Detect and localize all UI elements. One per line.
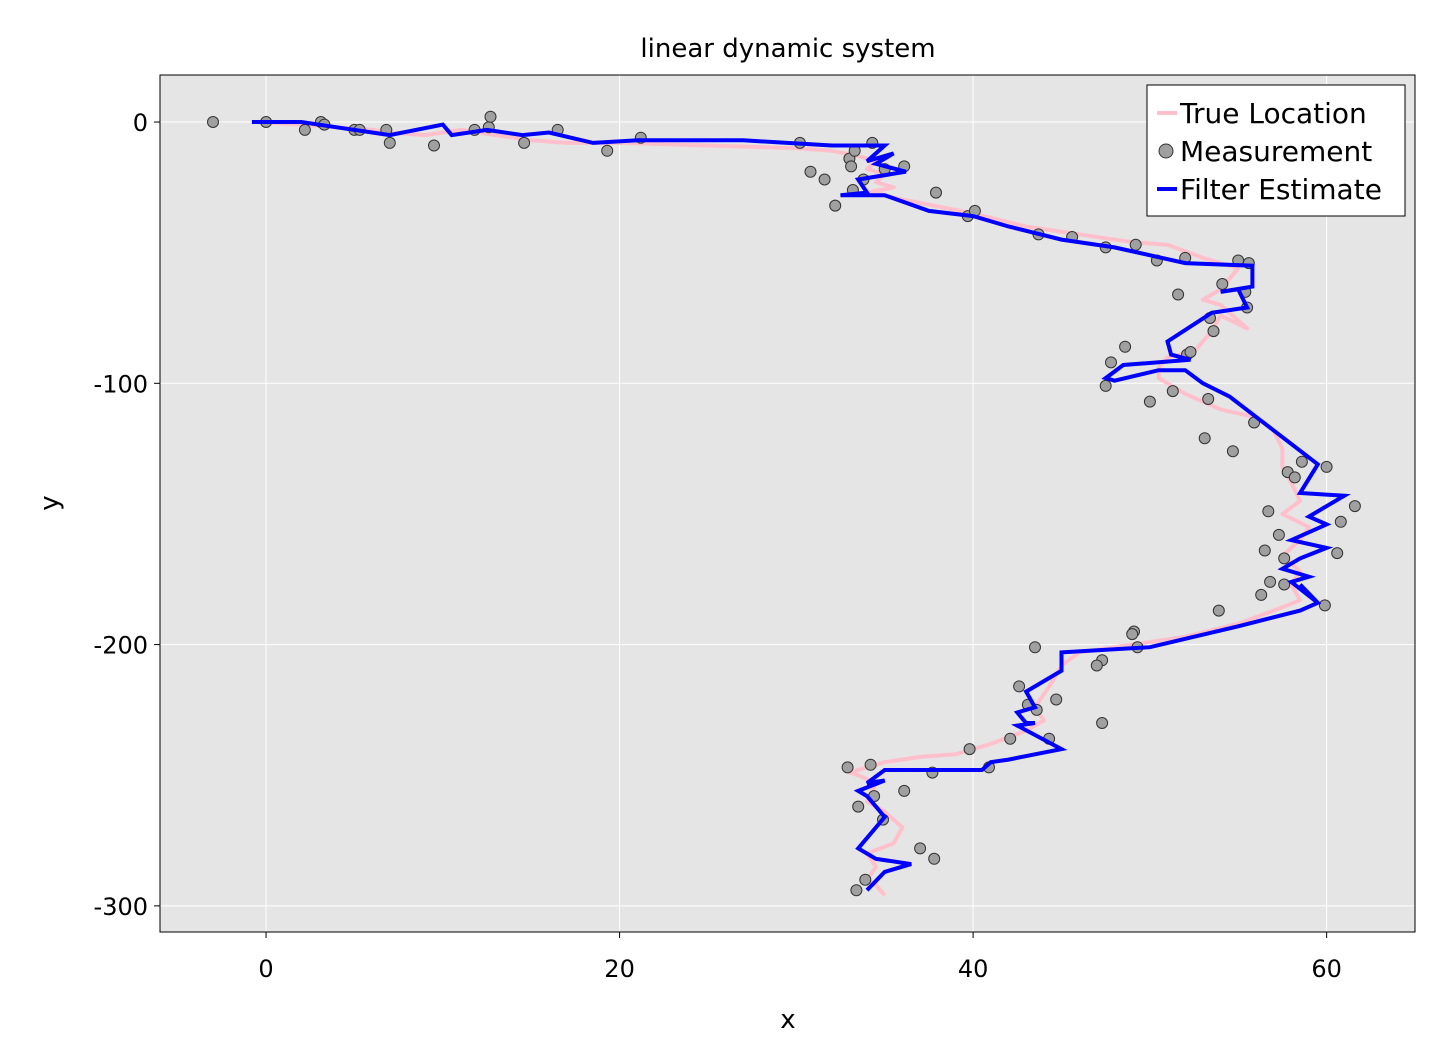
y-tick-label: -300: [94, 893, 148, 921]
plot-background: [160, 75, 1415, 932]
measurement-point: [1288, 471, 1301, 484]
measurement-point: [383, 136, 396, 149]
measurement-point: [1050, 693, 1063, 706]
measurement-point: [1029, 641, 1041, 654]
y-tick-label: -100: [94, 370, 148, 398]
measurement-point: [1278, 552, 1291, 565]
measurement-point: [852, 800, 865, 813]
measurement-point: [1255, 588, 1268, 601]
measurement-point: [1318, 599, 1331, 612]
measurement-point: [1184, 346, 1197, 358]
measurement-point: [1216, 278, 1229, 290]
measurement-point: [850, 884, 863, 897]
legend-label-true-location: True Location: [1179, 97, 1367, 130]
legend-label-filter-estimate: Filter Estimate: [1180, 173, 1382, 206]
legend-box: [1146, 84, 1406, 217]
plot-frame: [159, 74, 1416, 933]
series-line-filter-estimate: [251, 120, 1351, 892]
x-tick-label: 20: [604, 955, 635, 983]
legend: True Location Measurement Filter Estimat…: [1146, 84, 1406, 217]
measurement-point: [518, 136, 531, 149]
x-tick-label: 60: [1311, 955, 1342, 983]
y-axis-title: y: [35, 495, 65, 510]
measurement-point: [1278, 578, 1291, 591]
measurement-point: [1096, 717, 1109, 729]
measurement-point: [1272, 528, 1285, 541]
measurement-point: [1262, 505, 1275, 518]
measurement-point: [1226, 445, 1239, 458]
series-layer: [207, 110, 1361, 897]
measurement-point: [1264, 575, 1277, 588]
y-tick-label: 0: [133, 109, 148, 137]
measurement-point: [818, 173, 831, 186]
measurement-point: [1331, 547, 1344, 560]
measurement-point: [864, 758, 877, 771]
measurement-point: [1212, 604, 1225, 617]
measurement-point: [1090, 659, 1103, 672]
measurement-point: [841, 761, 854, 774]
measurement-point: [428, 139, 440, 152]
measurement-point: [1099, 379, 1112, 392]
measurement-point: [930, 186, 942, 199]
legend-label-measurement: Measurement: [1180, 135, 1372, 168]
measurement-point: [845, 160, 858, 173]
x-axis-title: x: [780, 1005, 795, 1035]
chart-title: linear dynamic system: [640, 34, 935, 64]
measurement-point: [829, 199, 842, 212]
measurement-point: [1129, 238, 1142, 251]
measurement-point: [1119, 340, 1132, 353]
x-tick-label: 0: [258, 955, 273, 983]
measurement-point: [1013, 680, 1026, 693]
measurement-point: [1258, 544, 1271, 557]
measurement-point: [1202, 393, 1215, 405]
measurement-point: [804, 165, 817, 178]
series-line-true-location: [257, 120, 1311, 897]
measurement-point: [1172, 288, 1185, 301]
measurement-point: [1198, 432, 1211, 445]
measurement-point: [601, 144, 614, 157]
measurement-point: [1334, 515, 1347, 528]
measurement-point: [1320, 460, 1333, 473]
measurement-point: [859, 873, 872, 886]
measurement-point: [1207, 325, 1220, 338]
measurement-point: [207, 116, 219, 128]
measurement-point: [963, 743, 976, 756]
y-tick-label: -200: [94, 632, 148, 660]
measurement-point: [1143, 395, 1156, 408]
measurement-point: [1004, 732, 1017, 745]
measurement-point: [484, 110, 497, 123]
measurement-point: [1126, 628, 1139, 641]
measurement-point: [928, 852, 941, 865]
measurement-point: [1166, 385, 1179, 398]
measurement-point: [298, 123, 311, 136]
measurement-point: [1295, 455, 1308, 468]
ticks: 0 20 40 60 0 -100 -200 -300: [94, 109, 1342, 983]
measurement-point: [1105, 356, 1117, 369]
x-tick-label: 40: [958, 955, 989, 983]
legend-swatch-measurement: [1158, 143, 1174, 159]
measurement-point: [898, 784, 911, 797]
measurement-point: [914, 842, 927, 855]
measurement-point: [1348, 500, 1361, 513]
